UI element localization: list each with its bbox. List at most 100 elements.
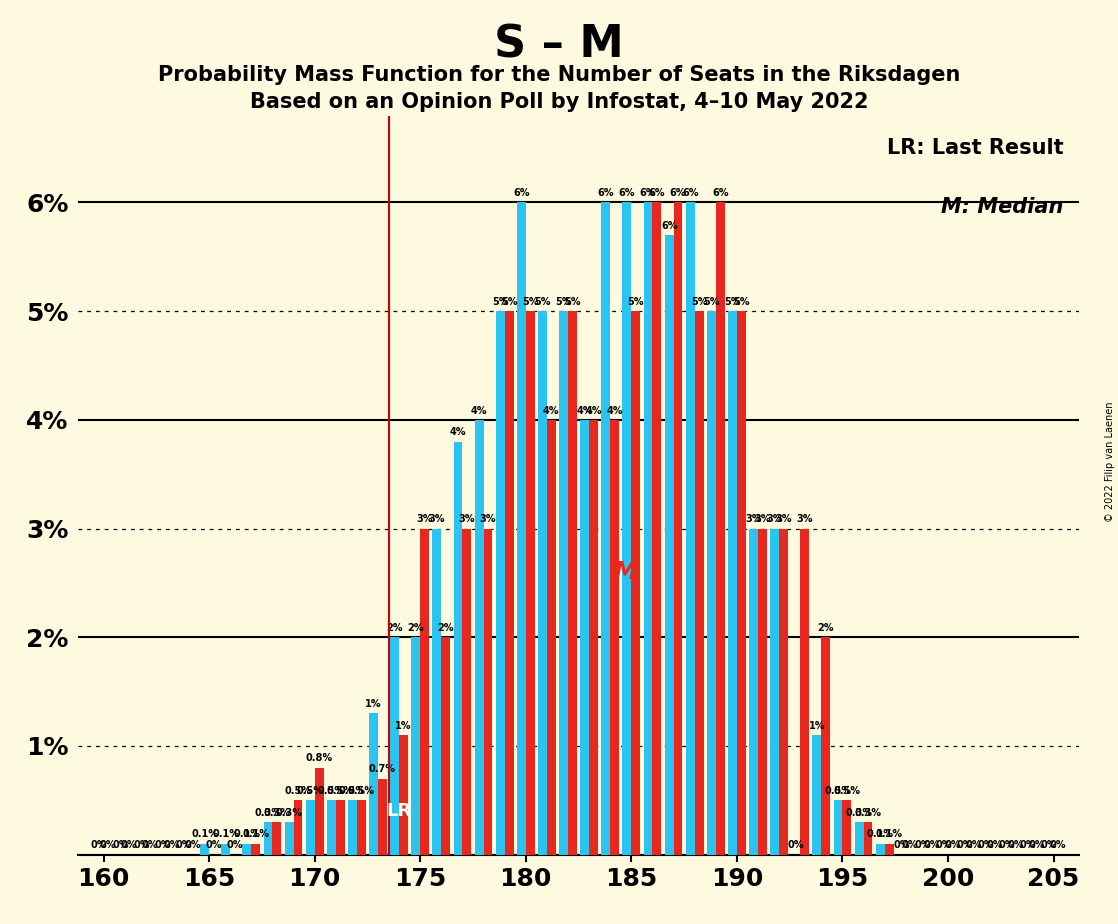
Bar [589, 419, 598, 855]
Text: 0%: 0% [154, 840, 171, 850]
Text: 0.3%: 0.3% [854, 808, 881, 818]
Bar [314, 768, 323, 855]
Text: 0.7%: 0.7% [369, 764, 396, 774]
Text: 5%: 5% [556, 297, 571, 307]
Bar [390, 638, 399, 855]
Bar [779, 529, 788, 855]
Text: 5%: 5% [492, 297, 509, 307]
Bar [854, 822, 863, 855]
Text: 0%: 0% [1050, 840, 1067, 850]
Text: 0%: 0% [100, 840, 116, 850]
Bar [568, 311, 577, 855]
Bar [875, 844, 884, 855]
Text: 0%: 0% [142, 840, 159, 850]
Bar [378, 779, 387, 855]
Text: 0.1%: 0.1% [875, 830, 902, 840]
Text: 4%: 4% [586, 406, 601, 416]
Text: 5%: 5% [691, 297, 708, 307]
Text: 5%: 5% [703, 297, 720, 307]
Text: Probability Mass Function for the Number of Seats in the Riksdagen: Probability Mass Function for the Number… [158, 65, 960, 85]
Bar [538, 311, 547, 855]
Text: 0%: 0% [936, 840, 951, 850]
Text: 3%: 3% [480, 515, 496, 524]
Bar [665, 235, 673, 855]
Text: 0%: 0% [902, 840, 919, 850]
Text: 0%: 0% [998, 840, 1015, 850]
Bar [433, 529, 442, 855]
Text: 0%: 0% [133, 840, 150, 850]
Text: 6%: 6% [682, 188, 699, 198]
Text: 0.5%: 0.5% [296, 786, 324, 796]
Text: 5%: 5% [565, 297, 580, 307]
Bar [547, 419, 556, 855]
Bar [517, 202, 525, 855]
Text: S – M: S – M [494, 23, 624, 67]
Text: 0.5%: 0.5% [339, 786, 366, 796]
Text: 5%: 5% [733, 297, 749, 307]
Bar [463, 529, 472, 855]
Text: 6%: 6% [712, 188, 729, 198]
Text: 0%: 0% [91, 840, 107, 850]
Text: 0%: 0% [1020, 840, 1036, 850]
Bar [758, 529, 767, 855]
Text: 0%: 0% [986, 840, 1003, 850]
Text: 0.1%: 0.1% [234, 830, 260, 840]
Text: 0.5%: 0.5% [348, 786, 375, 796]
Text: 0%: 0% [787, 840, 804, 850]
Bar [348, 800, 357, 855]
Text: 4%: 4% [543, 406, 560, 416]
Bar [306, 800, 314, 855]
Bar [326, 800, 335, 855]
Text: 0.1%: 0.1% [243, 830, 269, 840]
Text: 0%: 0% [206, 840, 221, 850]
Text: 0.1%: 0.1% [191, 830, 218, 840]
Bar [737, 311, 746, 855]
Text: LR: Last Result: LR: Last Result [888, 138, 1064, 158]
Text: 0%: 0% [893, 840, 910, 850]
Text: 0%: 0% [1041, 840, 1058, 850]
Bar [442, 638, 451, 855]
Text: 0%: 0% [956, 840, 973, 850]
Text: 5%: 5% [522, 297, 539, 307]
Text: © 2022 Filip van Laenen: © 2022 Filip van Laenen [1105, 402, 1115, 522]
Text: 3%: 3% [746, 515, 761, 524]
Bar [813, 736, 822, 855]
Text: 6%: 6% [648, 188, 665, 198]
Text: 3%: 3% [755, 515, 770, 524]
Text: 0.3%: 0.3% [255, 808, 282, 818]
Text: 0.3%: 0.3% [845, 808, 873, 818]
Text: Based on an Opinion Poll by Infostat, 4–10 May 2022: Based on an Opinion Poll by Infostat, 4–… [249, 92, 869, 113]
Bar [610, 419, 619, 855]
Text: 0%: 0% [176, 840, 192, 850]
Text: M: Median: M: Median [941, 197, 1064, 217]
Bar [863, 822, 872, 855]
Bar [580, 419, 589, 855]
Bar [484, 529, 492, 855]
Text: 0%: 0% [227, 840, 243, 850]
Text: 6%: 6% [513, 188, 530, 198]
Text: 0%: 0% [1029, 840, 1045, 850]
Text: 3%: 3% [796, 515, 813, 524]
Text: 3%: 3% [767, 515, 783, 524]
Text: 3%: 3% [416, 515, 433, 524]
Text: 5%: 5% [724, 297, 741, 307]
Text: 6%: 6% [670, 188, 686, 198]
Text: 1%: 1% [396, 721, 411, 731]
Bar [504, 311, 513, 855]
Bar [884, 844, 893, 855]
Bar [749, 529, 758, 855]
Bar [273, 822, 282, 855]
Bar [252, 844, 260, 855]
Text: 0.8%: 0.8% [305, 753, 333, 763]
Text: 3%: 3% [775, 515, 792, 524]
Text: 3%: 3% [458, 515, 475, 524]
Text: 5%: 5% [627, 297, 644, 307]
Text: LR: LR [387, 802, 411, 821]
Text: 0.5%: 0.5% [824, 786, 852, 796]
Text: 0%: 0% [184, 840, 201, 850]
Bar [399, 736, 408, 855]
Bar [454, 442, 463, 855]
Bar [673, 202, 682, 855]
Text: 0.1%: 0.1% [866, 830, 893, 840]
Bar [685, 202, 694, 855]
